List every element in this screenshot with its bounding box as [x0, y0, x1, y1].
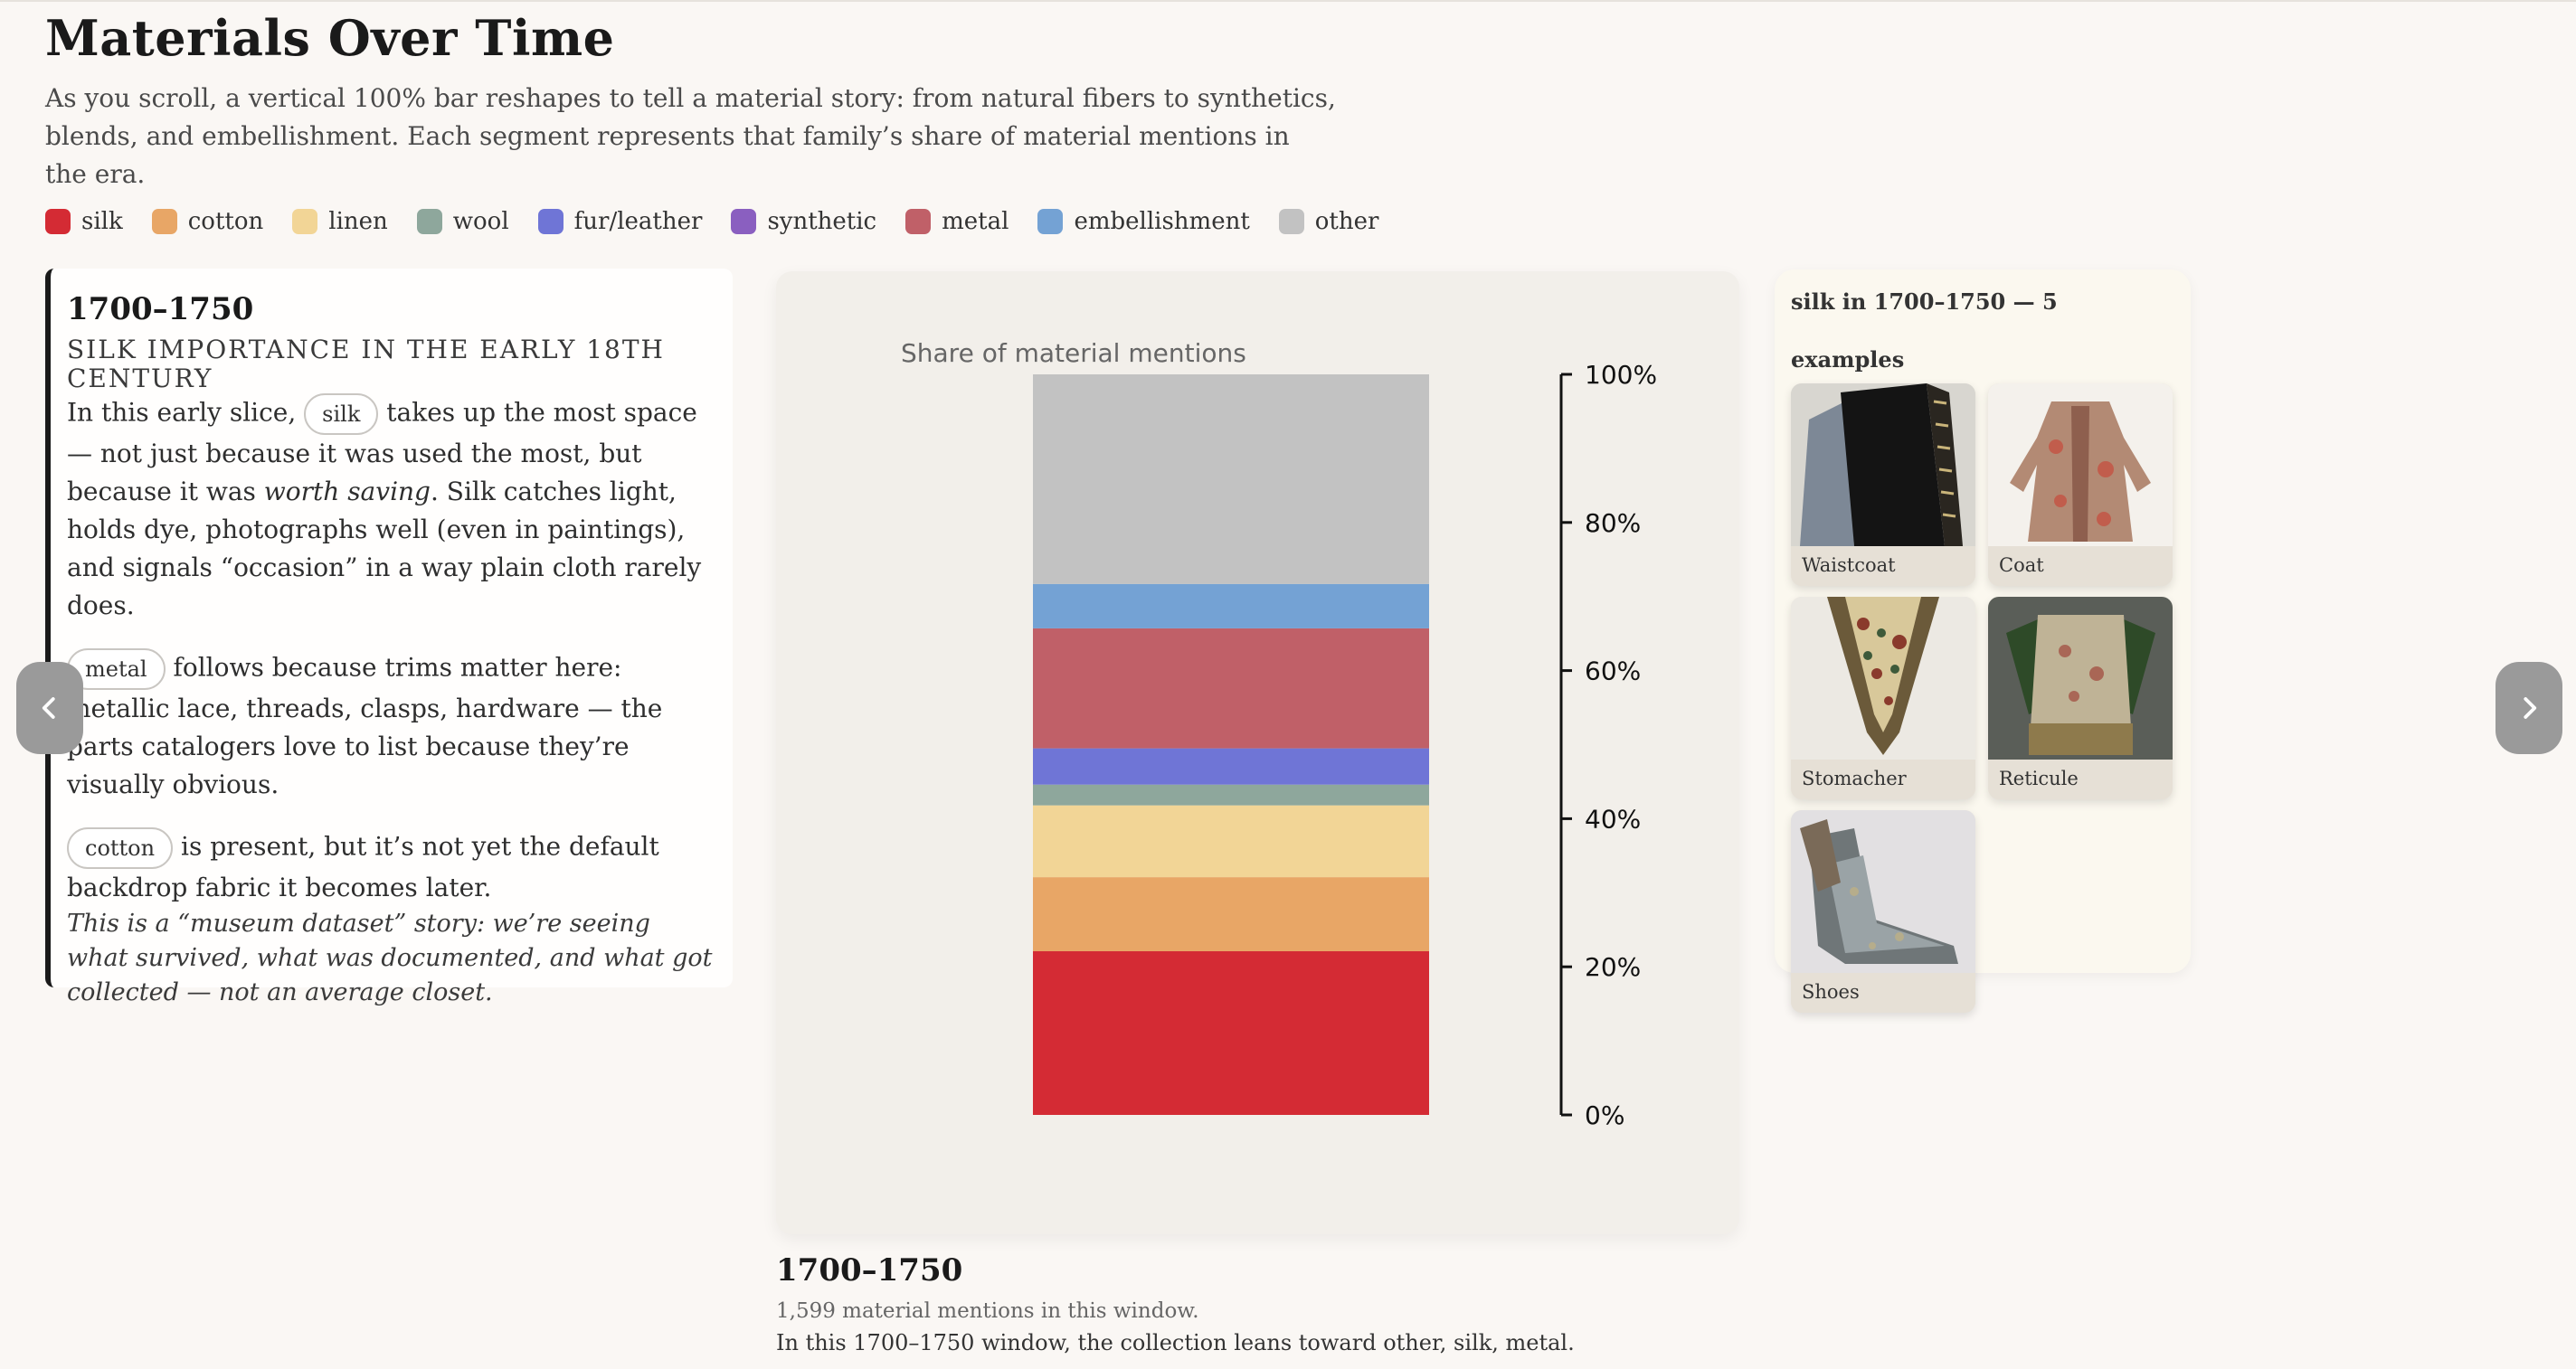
- chevron-right-icon: [2524, 697, 2537, 719]
- shoes-image: [1791, 810, 1975, 973]
- examples-grid: Waistcoat Coat Stomacher: [1791, 383, 2174, 1013]
- y-tick-label: 40%: [1585, 804, 1641, 834]
- example-label: Stomacher: [1802, 768, 1907, 789]
- prev-button[interactable]: [16, 662, 83, 754]
- y-tick-label: 20%: [1585, 952, 1641, 982]
- page-intro: As you scroll, a vertical 100% bar resha…: [45, 83, 1336, 189]
- y-axis: 0% 20% 40% 60% 80% 100%: [1559, 360, 1657, 1130]
- example-card-shoes[interactable]: Shoes: [1791, 810, 1975, 1013]
- caption-era: 1700–1750: [776, 1252, 963, 1289]
- coat-image: [1988, 383, 2173, 546]
- legend-swatch: [537, 209, 564, 234]
- legend-item-metal[interactable]: metal: [905, 208, 1009, 235]
- bar-segment-wool[interactable]: [1033, 784, 1429, 806]
- legend-item-silk[interactable]: silk: [45, 208, 123, 235]
- caption-count: 1,599 material mentions in this window.: [776, 1299, 1199, 1323]
- y-tick-label: 100%: [1585, 360, 1657, 390]
- bar-group: [1033, 374, 1429, 1115]
- legend-label: wool: [452, 208, 509, 235]
- example-label: Reticule: [1999, 768, 2079, 789]
- legend-item-wool[interactable]: wool: [416, 208, 509, 235]
- stomacher-image: [1791, 597, 1975, 760]
- examples-title: silk in 1700–1750 — 5 examples: [1791, 288, 2058, 373]
- bar-segment-cotton[interactable]: [1033, 877, 1429, 952]
- stacked-bar-chart: Share of material mentions 0% 20% 40% 60% 80…: [901, 338, 1657, 1130]
- legend-swatch: [416, 209, 442, 234]
- legend-swatch: [1278, 209, 1304, 234]
- example-card-reticule[interactable]: Reticule: [1988, 597, 2173, 799]
- legend-item-other[interactable]: other: [1278, 208, 1379, 235]
- narrative-note: This is a “museum dataset” story: we’re …: [67, 910, 713, 1006]
- chart-panel: Share of material mentions 0% 20% 40% 60% 80…: [776, 271, 1739, 1234]
- example-label: Coat: [1999, 554, 2044, 576]
- legend-item-embellishment[interactable]: embellishment: [1037, 208, 1250, 235]
- reticule-image: [1988, 597, 2173, 760]
- y-tick-label: 60%: [1585, 656, 1641, 686]
- example-card-stomacher[interactable]: Stomacher: [1791, 597, 1975, 799]
- legend-label: linen: [328, 208, 388, 235]
- legend: silk cotton linen wool fur/leather synth…: [45, 208, 1407, 235]
- legend-swatch: [905, 209, 932, 234]
- legend-label: fur/leather: [573, 208, 703, 235]
- narrative-paragraph-cotton: cotton is present, but it’s not yet the …: [67, 827, 715, 907]
- narrative-paragraph-silk: In this early slice, silk takes up the m…: [67, 393, 715, 625]
- bar-segment-fur-leather[interactable]: [1033, 748, 1429, 785]
- legend-label: other: [1314, 208, 1379, 235]
- legend-label: synthetic: [767, 208, 877, 235]
- legend-item-synthetic[interactable]: synthetic: [731, 208, 876, 235]
- y-tick-label: 80%: [1585, 508, 1641, 538]
- narrative-card: 1700–1750 Silk importance in the early 1…: [45, 269, 733, 1006]
- bar-segment-silk[interactable]: [1033, 951, 1429, 1115]
- legend-label: cotton: [187, 208, 264, 235]
- legend-item-linen[interactable]: linen: [292, 208, 388, 235]
- y-tick-label: 0%: [1585, 1100, 1624, 1130]
- bar-segment-linen[interactable]: [1033, 805, 1429, 878]
- material-chip-metal[interactable]: metal: [67, 648, 166, 690]
- legend-item-fur-leather[interactable]: fur/leather: [537, 208, 703, 235]
- legend-swatch: [45, 209, 71, 234]
- example-label: Waistcoat: [1802, 554, 1896, 576]
- narrative-era: 1700–1750: [67, 291, 254, 327]
- examples-panel: silk in 1700–1750 — 5 examples Waistcoat…: [1775, 269, 2191, 1013]
- legend-item-cotton[interactable]: cotton: [151, 208, 264, 235]
- caption-summary: In this 1700–1750 window, the collection…: [776, 1330, 1575, 1355]
- waistcoat-image: [1791, 383, 1975, 546]
- legend-label: silk: [81, 208, 123, 235]
- bar-segment-other[interactable]: [1033, 374, 1429, 584]
- example-card-coat[interactable]: Coat: [1988, 383, 2173, 586]
- legend-swatch: [731, 209, 757, 234]
- example-card-waistcoat[interactable]: Waistcoat: [1791, 383, 1975, 586]
- material-chip-silk[interactable]: silk: [304, 393, 379, 435]
- chart-title: Share of material mentions: [901, 338, 1246, 368]
- narrative-subhead: Silk importance in the early 18th centur…: [67, 335, 665, 393]
- material-chip-cotton[interactable]: cotton: [67, 827, 174, 869]
- next-button[interactable]: [2496, 662, 2562, 754]
- legend-swatch: [1037, 209, 1064, 234]
- bar-segment-embellishment[interactable]: [1033, 583, 1429, 628]
- bar-segment-metal[interactable]: [1033, 628, 1429, 749]
- legend-swatch: [292, 209, 318, 234]
- legend-label: metal: [942, 208, 1009, 235]
- chart-caption: 1700–1750 1,599 material mentions in thi…: [776, 1250, 1771, 1358]
- example-label: Shoes: [1802, 981, 1860, 1003]
- page-title: Materials Over Time: [45, 9, 615, 67]
- narrative-paragraph-metal: metal follows because trims matter here:…: [67, 648, 715, 804]
- chevron-left-icon: [42, 697, 55, 719]
- legend-swatch: [151, 209, 177, 234]
- legend-label: embellishment: [1074, 208, 1250, 235]
